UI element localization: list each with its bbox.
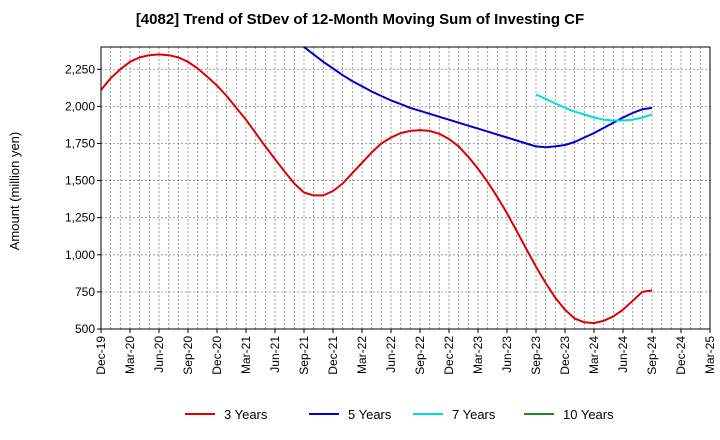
x-tick-label: Dec-22	[442, 336, 456, 375]
y-tick-label: 1,750	[65, 136, 95, 150]
y-axis-label: Amount (million yen)	[7, 132, 22, 251]
x-tick-label: Dec-23	[558, 336, 572, 375]
legend: 3 Years 5 Years 7 Years 10 Years	[185, 407, 614, 422]
y-tick-label: 2,250	[65, 62, 95, 76]
x-tick-label: Jun-20	[152, 336, 166, 373]
series-line-7-years	[535, 93, 653, 122]
y-tick-label: 1,250	[65, 211, 95, 225]
x-tick-label: Dec-19	[94, 336, 108, 375]
x-tick-label: Mar-21	[239, 336, 253, 374]
x-tick-label: Sep-22	[413, 336, 427, 375]
x-tick-label: Mar-23	[471, 336, 485, 374]
x-tick-label: Jun-21	[268, 336, 282, 373]
x-tick-label: Sep-21	[297, 336, 311, 375]
y-tick-label: 750	[75, 285, 95, 299]
x-tick-label: Mar-20	[123, 336, 137, 374]
series-line-5-years	[303, 46, 653, 149]
y-tick-label: 2,000	[65, 99, 95, 113]
x-tick-label: Sep-20	[181, 336, 195, 375]
series-layer	[100, 46, 653, 325]
x-tick-label: Dec-21	[326, 336, 340, 375]
x-tick-label: Mar-24	[587, 336, 601, 374]
x-tick-label: Jun-22	[384, 336, 398, 373]
x-tick-label: Dec-20	[210, 336, 224, 375]
y-tick-label: 1,000	[65, 248, 95, 262]
y-axis-ticks: 500 750 1,000 1,250 1,500 1,750 2,000 2,250	[65, 62, 101, 336]
y-tick-label: 500	[75, 322, 95, 336]
x-tick-label: Sep-24	[645, 336, 659, 375]
x-tick-label: Dec-24	[674, 336, 688, 375]
series-line-3-years	[100, 53, 653, 325]
x-tick-label: Mar-25	[703, 336, 717, 374]
plot-frame	[100, 46, 711, 330]
chart-title: [4082] Trend of StDev of 12-Month Moving…	[136, 11, 584, 28]
x-tick-label: Mar-22	[355, 336, 369, 374]
x-tick-label: Jun-23	[500, 336, 514, 373]
x-axis-ticks: Dec-19 Mar-20 Jun-20 Sep-20 Dec-20 Mar-21 Jun-…	[94, 329, 717, 375]
legend-label-3-years: 3 Years	[224, 407, 268, 422]
legend-label-7-years: 7 Years	[452, 407, 496, 422]
x-tick-label: Jun-24	[616, 336, 630, 373]
x-tick-label: Sep-23	[529, 336, 543, 375]
legend-label-10-years: 10 Years	[563, 407, 614, 422]
grid-layer	[101, 47, 710, 329]
y-tick-label: 1,500	[65, 174, 95, 188]
legend-label-5-years: 5 Years	[348, 407, 392, 422]
